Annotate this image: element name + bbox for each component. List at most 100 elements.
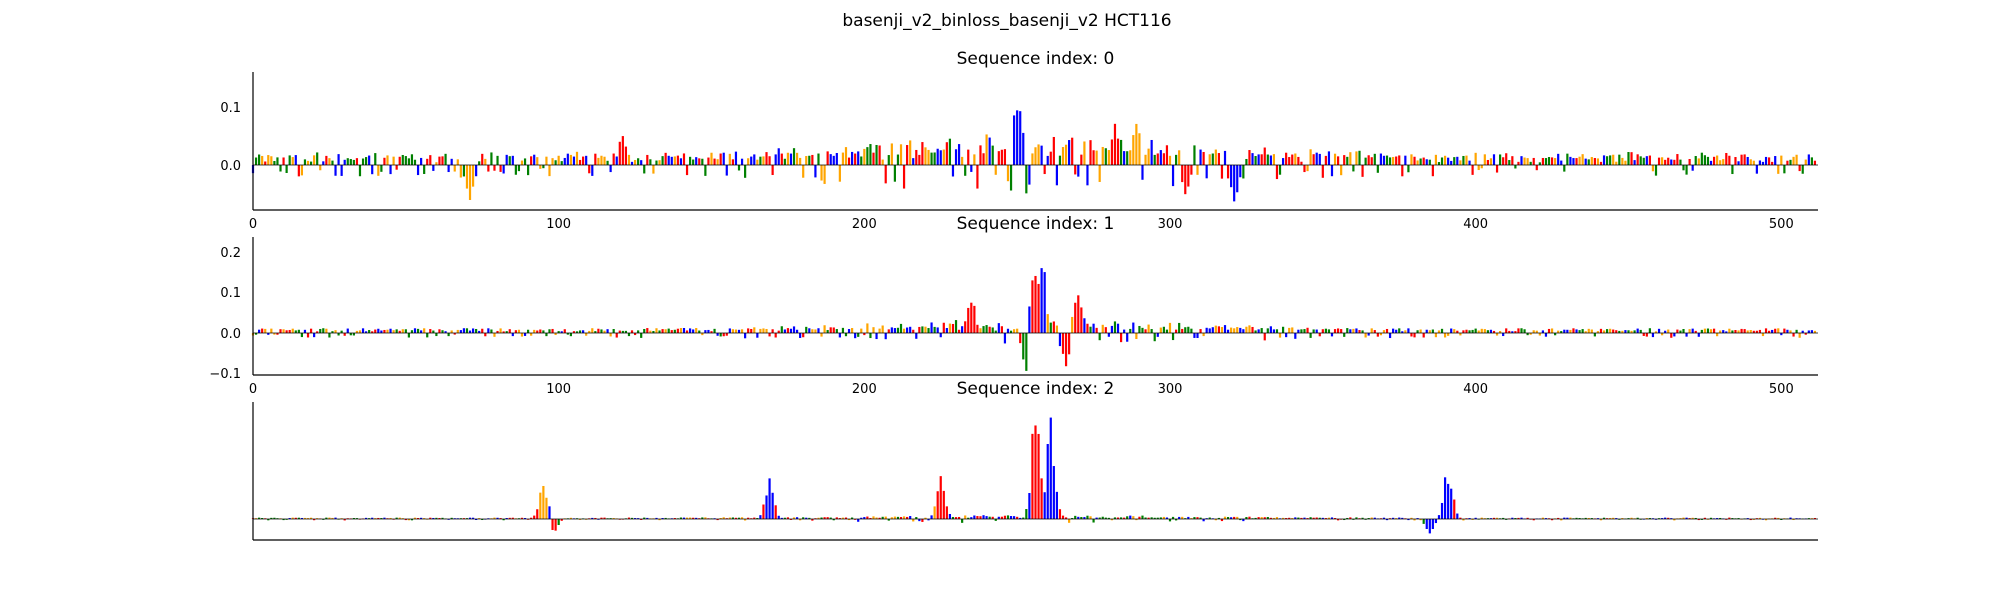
logo-mark-A	[450, 517, 453, 519]
logo-mark-C	[939, 150, 942, 165]
logo-mark-G	[1483, 518, 1486, 519]
logo-mark-G	[1780, 155, 1783, 165]
logo-mark-A	[744, 165, 747, 178]
logo-mark-A	[640, 333, 643, 338]
logo-mark-G	[1480, 328, 1483, 333]
logo-mark-T	[597, 328, 600, 333]
logo-mark-G	[478, 518, 481, 519]
logo-mark-G	[517, 329, 521, 333]
logo-mark-T	[429, 517, 432, 519]
logo-mark-C	[930, 515, 933, 519]
logo-mark-C	[447, 165, 450, 173]
logo-mark-A	[1648, 518, 1651, 519]
logo-mark-C	[893, 328, 896, 333]
logo-mark-A	[1783, 165, 1786, 174]
logo-mark-A	[1318, 517, 1321, 519]
logo-mark-T	[438, 156, 441, 165]
logo-mark-T	[1156, 153, 1159, 165]
logo-mark-G	[334, 330, 337, 333]
logo-mark-G	[878, 328, 881, 333]
y-tick-label: 0.1	[220, 286, 241, 301]
logo-mark-T	[1453, 499, 1456, 519]
logo-mark-A	[346, 158, 349, 165]
logo-mark-T	[1526, 517, 1529, 519]
logo-mark-G	[1749, 330, 1752, 333]
logo-mark-G	[872, 516, 875, 519]
logo-mark-G	[603, 330, 606, 333]
logo-mark-T	[1080, 307, 1083, 333]
logo-mark-C	[523, 518, 527, 519]
logo-mark-A	[490, 152, 493, 165]
logo-mark-T	[1064, 517, 1068, 519]
logo-mark-A	[1602, 517, 1606, 519]
logo-mark-A	[1609, 155, 1612, 165]
logo-mark-A	[1275, 329, 1279, 333]
logo-mark-A	[737, 517, 741, 519]
logo-mark-G	[948, 323, 952, 333]
logo-mark-A	[1547, 157, 1551, 165]
logo-mark-A	[967, 517, 970, 519]
logo-mark-T	[1599, 161, 1603, 165]
logo-mark-G	[1294, 153, 1297, 165]
logo-mark-G	[1190, 518, 1193, 519]
logo-mark-G	[1355, 151, 1358, 165]
logo-mark-C	[420, 330, 423, 333]
logo-mark-G	[493, 517, 496, 519]
logo-mark-A	[1025, 165, 1028, 194]
logo-mark-T	[713, 158, 716, 165]
logo-mark-A	[1367, 518, 1370, 519]
logo-mark-T	[1361, 165, 1364, 177]
logo-mark-T	[1774, 328, 1777, 333]
logo-mark-C	[1230, 165, 1233, 188]
logo-mark-T	[771, 165, 774, 176]
logo-mark-A	[288, 155, 291, 165]
logo-mark-G	[1098, 165, 1101, 182]
logo-mark-T	[1248, 150, 1251, 165]
logo-mark-C	[1685, 333, 1688, 337]
logo-mark-G	[1220, 327, 1224, 333]
logo-mark-A	[548, 329, 551, 333]
logo-mark-G	[1416, 160, 1419, 165]
logo-mark-T	[1486, 159, 1489, 165]
logo-mark-T	[884, 165, 887, 184]
logo-mark-A	[1520, 328, 1523, 333]
logo-mark-A	[808, 517, 811, 519]
logo-mark-A	[698, 330, 701, 333]
logo-mark-A	[1260, 328, 1263, 333]
logo-mark-A	[1502, 517, 1505, 519]
logo-mark-C	[1009, 516, 1013, 519]
logo-mark-G	[1349, 152, 1352, 165]
logo-mark-G	[1370, 328, 1373, 333]
logo-mark-A	[1153, 333, 1156, 342]
logo-mark-T	[1248, 516, 1251, 519]
logo-mark-C	[585, 155, 588, 165]
logo-mark-A	[1514, 518, 1517, 519]
logo-mark-C	[640, 160, 643, 165]
logo-mark-G	[679, 328, 683, 333]
logo-mark-G	[254, 518, 258, 519]
logo-mark-C	[1709, 160, 1713, 165]
logo-mark-A	[1171, 516, 1175, 519]
logo-mark-C	[799, 333, 802, 338]
logo-mark-C	[1281, 158, 1285, 165]
logo-mark-C	[389, 328, 392, 333]
logo-mark-T	[309, 328, 313, 333]
logo-mark-G	[1379, 333, 1382, 336]
logo-mark-C	[1126, 333, 1129, 342]
logo-mark-A	[1006, 515, 1010, 519]
logo-mark-C	[689, 328, 692, 333]
logo-mark-T	[487, 165, 490, 172]
logo-mark-G	[1034, 147, 1037, 165]
logo-mark-T	[530, 517, 533, 519]
logo-mark-T	[844, 517, 848, 519]
logo-mark-T	[719, 153, 722, 165]
logo-mark-T	[826, 517, 829, 519]
logo-mark-A	[475, 328, 478, 333]
logo-mark-A	[1107, 517, 1110, 519]
logo-mark-A	[322, 328, 325, 333]
logo-mark-A	[600, 329, 603, 333]
logo-mark-C	[817, 328, 820, 333]
logo-mark-A	[991, 327, 994, 333]
logo-mark-A	[1636, 517, 1639, 519]
logo-mark-C	[1572, 158, 1575, 165]
